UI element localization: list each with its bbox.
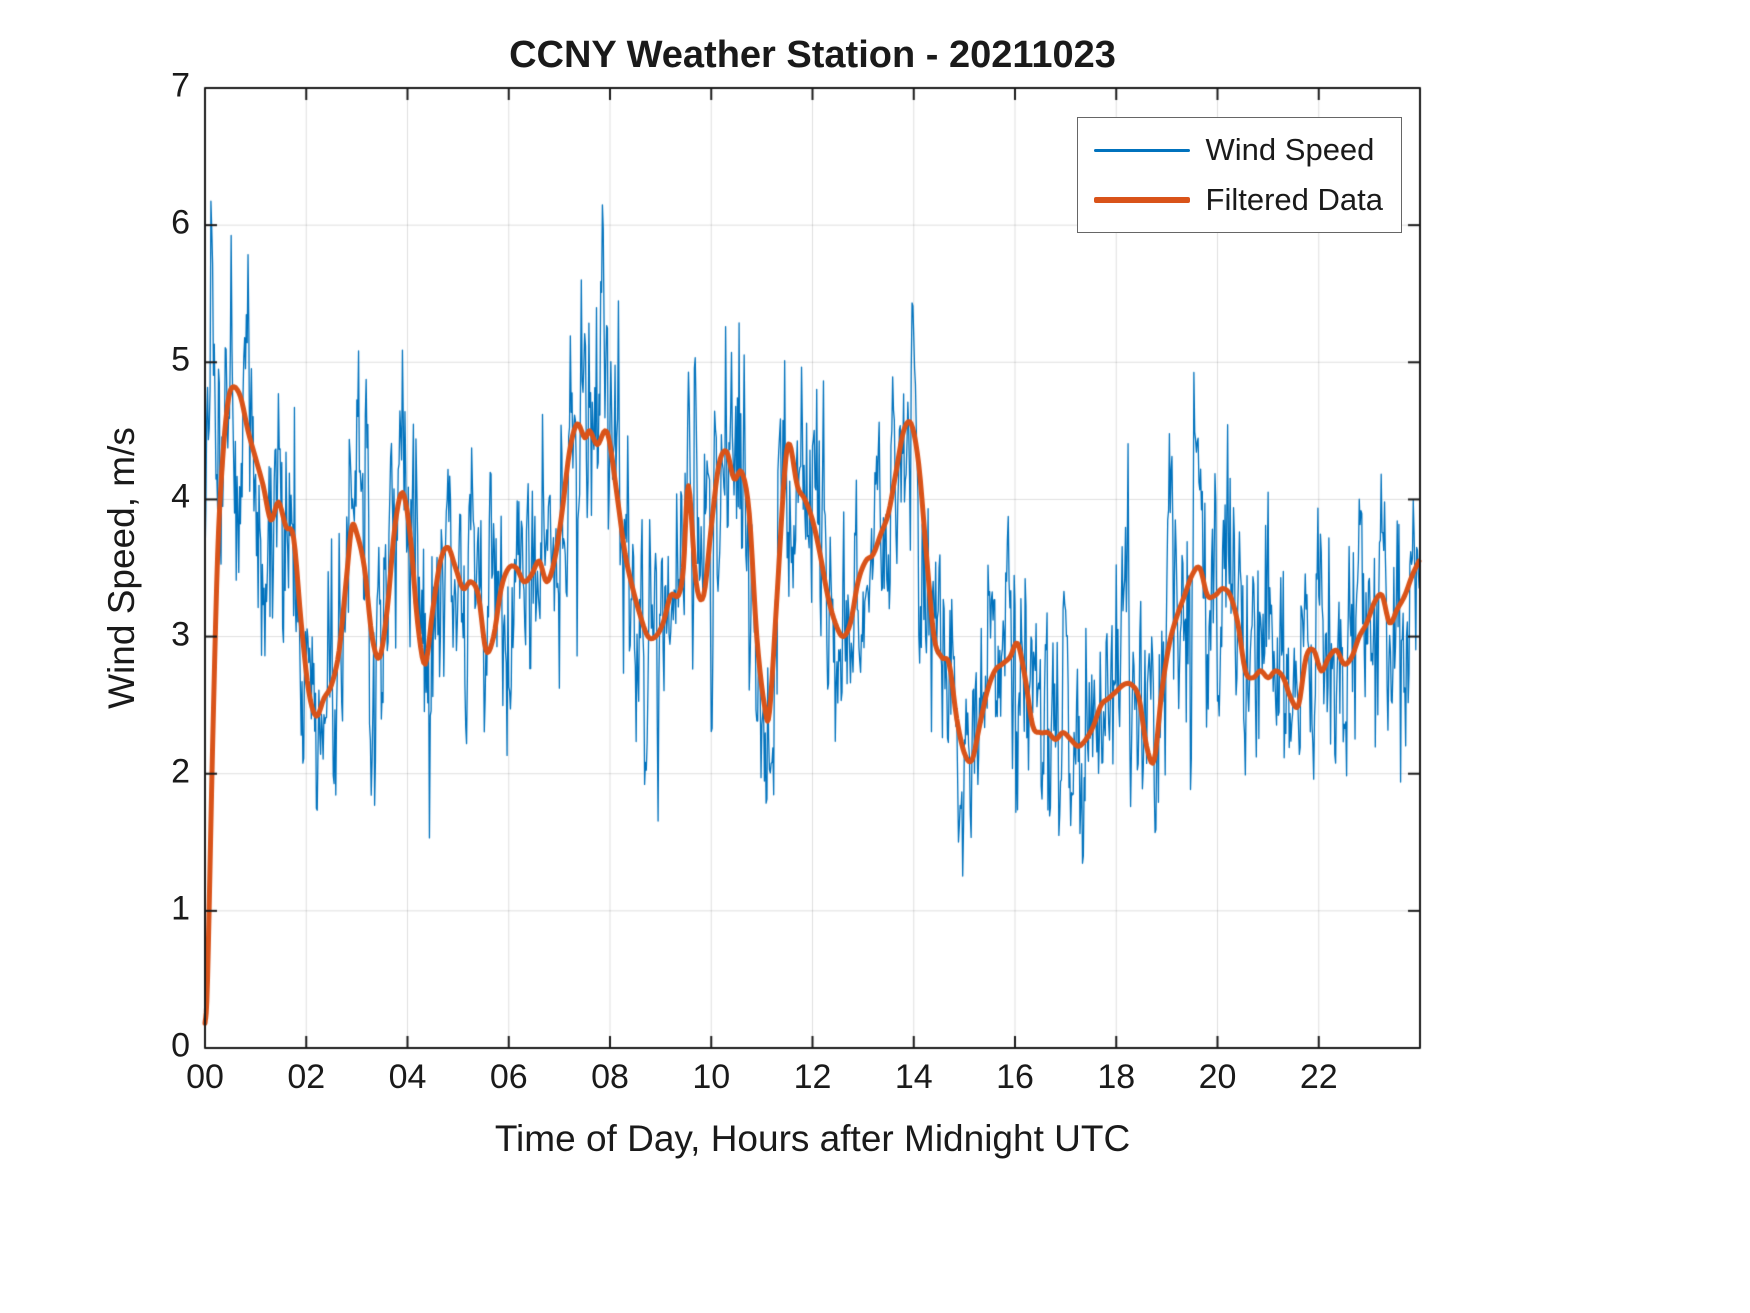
y-axis-label: Wind Speed, m/s	[101, 427, 142, 709]
legend-swatch-wind-speed	[1093, 148, 1190, 152]
x-tick-label: 18	[1097, 1058, 1136, 1096]
legend-item-wind-speed: Wind Speed	[1093, 130, 1383, 170]
y-tick-label: 0	[171, 1026, 190, 1065]
legend-item-filtered-data: Filtered Data	[1093, 180, 1383, 220]
x-tick-label: 22	[1299, 1058, 1338, 1096]
x-tick-label: 16	[996, 1058, 1034, 1096]
x-tick-label: 08	[591, 1058, 629, 1096]
x-tick-label: 06	[489, 1058, 528, 1096]
x-tick-label: 10	[692, 1058, 731, 1096]
y-tick-label: 5	[171, 340, 190, 379]
x-tick-label: 04	[388, 1058, 427, 1096]
legend: Wind Speed Filtered Data	[1076, 117, 1402, 233]
x-tick-label: 00	[186, 1058, 224, 1096]
chart-title: CCNY Weather Station - 20211023	[509, 34, 1116, 76]
legend-swatch-filtered-data	[1093, 197, 1190, 203]
y-tick-label: 4	[171, 477, 190, 516]
y-tick-label: 2	[171, 752, 190, 791]
y-tick-label: 6	[171, 203, 190, 242]
x-axis-label: Time of Day, Hours after Midnight UTC	[494, 1118, 1131, 1159]
y-tick-label: 1	[171, 889, 190, 928]
x-tick-label: 12	[793, 1058, 832, 1096]
y-tick-label: 3	[171, 615, 190, 654]
x-tick-label: 20	[1198, 1058, 1237, 1096]
x-tick-label: 14	[894, 1058, 933, 1096]
y-tick-label: 7	[171, 66, 190, 105]
x-tick-label: 02	[287, 1058, 326, 1096]
legend-label-wind-speed: Wind Speed	[1205, 132, 1375, 167]
legend-label-filtered-data: Filtered Data	[1205, 182, 1383, 217]
